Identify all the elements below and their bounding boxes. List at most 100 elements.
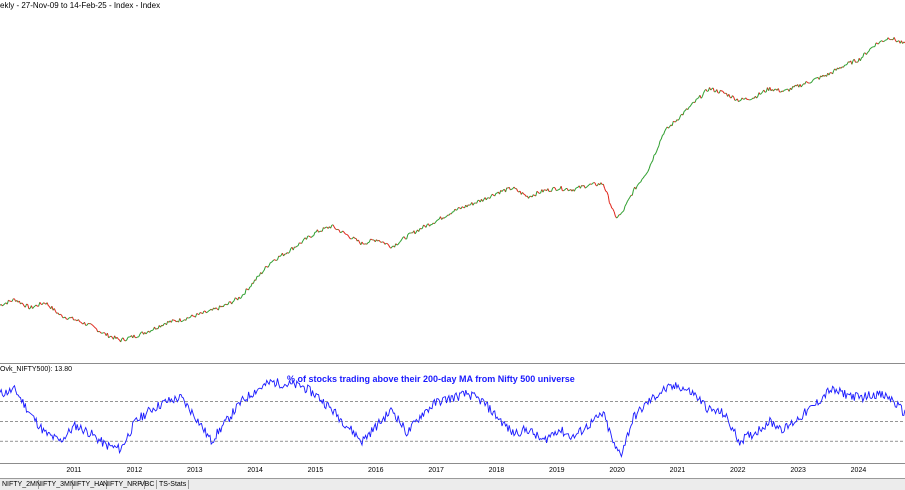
tab-ts-stats[interactable]: TS-Stats (157, 480, 189, 489)
price-segment-622 (751, 99, 752, 100)
price-segment-537 (648, 169, 649, 172)
price-segment-647 (781, 91, 782, 92)
price-segment-748 (903, 42, 904, 44)
price-segment-506 (611, 205, 612, 208)
price-segment-363 (438, 219, 439, 220)
price-segment-562 (678, 119, 679, 120)
price-chart[interactable] (0, 12, 905, 362)
price-segment-533 (643, 176, 644, 178)
price-segment-383 (462, 207, 463, 208)
price-segment-683 (824, 75, 825, 76)
price-segment-104 (125, 340, 126, 341)
price-segment-40 (48, 306, 49, 307)
price-segment-316 (381, 242, 382, 243)
price-segment-518 (625, 204, 626, 206)
price-segment-72 (87, 324, 88, 326)
price-segment-300 (362, 242, 363, 244)
price-segment-7 (8, 300, 9, 301)
price-segment-171 (206, 312, 207, 313)
x-tick-label-2013: 2013 (187, 467, 203, 474)
price-segment-222 (268, 266, 269, 268)
price-segment-333 (402, 237, 403, 239)
price-segment-508 (613, 209, 614, 212)
price-segment-3 (4, 304, 5, 305)
price-segment-516 (623, 211, 624, 212)
price-segment-720 (869, 49, 870, 52)
price-segment-649 (783, 90, 784, 91)
price-segment-329 (397, 244, 398, 245)
price-segment-48 (58, 313, 59, 315)
tab-vbc[interactable]: VBC (138, 480, 157, 489)
price-segment-251 (303, 239, 304, 241)
price-segment-528 (637, 184, 638, 186)
price-segment-493 (595, 183, 596, 186)
x-tick-label-2024: 2024 (851, 467, 867, 474)
price-segment-675 (815, 78, 816, 79)
price-segment-733 (884, 40, 885, 41)
price-segment-504 (608, 195, 609, 203)
price-segment-126 (152, 330, 153, 331)
x-tick-label-2016: 2016 (368, 467, 384, 474)
price-segment-627 (757, 96, 758, 98)
price-segment-66 (80, 322, 81, 323)
price-segment-520 (627, 199, 628, 201)
price-segment-312 (376, 240, 377, 241)
price-segment-21 (25, 304, 26, 307)
price-segment-204 (246, 289, 247, 290)
price-segment-416 (502, 190, 503, 192)
price-segment-519 (626, 201, 627, 204)
price-segment-491 (592, 183, 593, 184)
price-segment-168 (203, 311, 204, 314)
price-segment-460 (555, 188, 556, 191)
price-segment-633 (764, 90, 765, 92)
price-segment-615 (742, 98, 743, 99)
price-segment-438 (529, 196, 530, 198)
price-segment-206 (249, 287, 250, 290)
price-segment-557 (672, 121, 673, 126)
price-segment-699 (843, 65, 844, 67)
price-segment-512 (618, 215, 619, 217)
price-segment-530 (640, 182, 641, 183)
price-segment-697 (841, 67, 842, 69)
price-segment-505 (609, 203, 610, 205)
price-segment-77 (93, 325, 94, 326)
breadth-line (0, 378, 905, 456)
price-segment-591 (713, 88, 714, 92)
price-segment-446 (538, 192, 539, 193)
price-segment-92 (111, 336, 112, 337)
price-segment-149 (180, 318, 181, 321)
price-segment-256 (309, 236, 310, 237)
price-segment-423 (510, 189, 511, 190)
price-segment-589 (711, 89, 712, 90)
price-segment-274 (331, 225, 332, 228)
price-segment-89 (107, 333, 108, 338)
price-segment-514 (620, 213, 621, 215)
price-segment-154 (186, 318, 187, 321)
price-segment-607 (732, 96, 733, 97)
price-segment-28 (34, 306, 35, 307)
price-segment-544 (656, 149, 657, 152)
price-segment-582 (702, 93, 703, 97)
price-segment-198 (239, 297, 240, 299)
price-segment-362 (437, 220, 438, 221)
chart-period-title: ekly - 27-Nov-09 to 14-Feb-25 - Index - … (0, 1, 160, 10)
price-segment-406 (490, 196, 491, 199)
price-segment-200 (241, 295, 242, 298)
price-segment-39 (47, 303, 48, 306)
price-segment-631 (761, 92, 762, 94)
price-segment-293 (354, 237, 355, 238)
price-segment-476 (574, 189, 575, 192)
price-segment-289 (349, 236, 350, 238)
price-segment-486 (586, 186, 587, 187)
price-segment-264 (319, 231, 320, 232)
price-segment-539 (650, 162, 651, 164)
price-segment-665 (802, 84, 803, 86)
x-tick-label-2012: 2012 (127, 467, 143, 474)
price-segment-151 (182, 320, 183, 321)
price-segment-18 (22, 303, 23, 304)
price-segment-322 (389, 245, 390, 247)
price-segment-368 (444, 217, 445, 218)
price-segment-330 (398, 243, 399, 245)
price-segment-457 (551, 188, 552, 191)
price-segment-741 (894, 37, 895, 40)
